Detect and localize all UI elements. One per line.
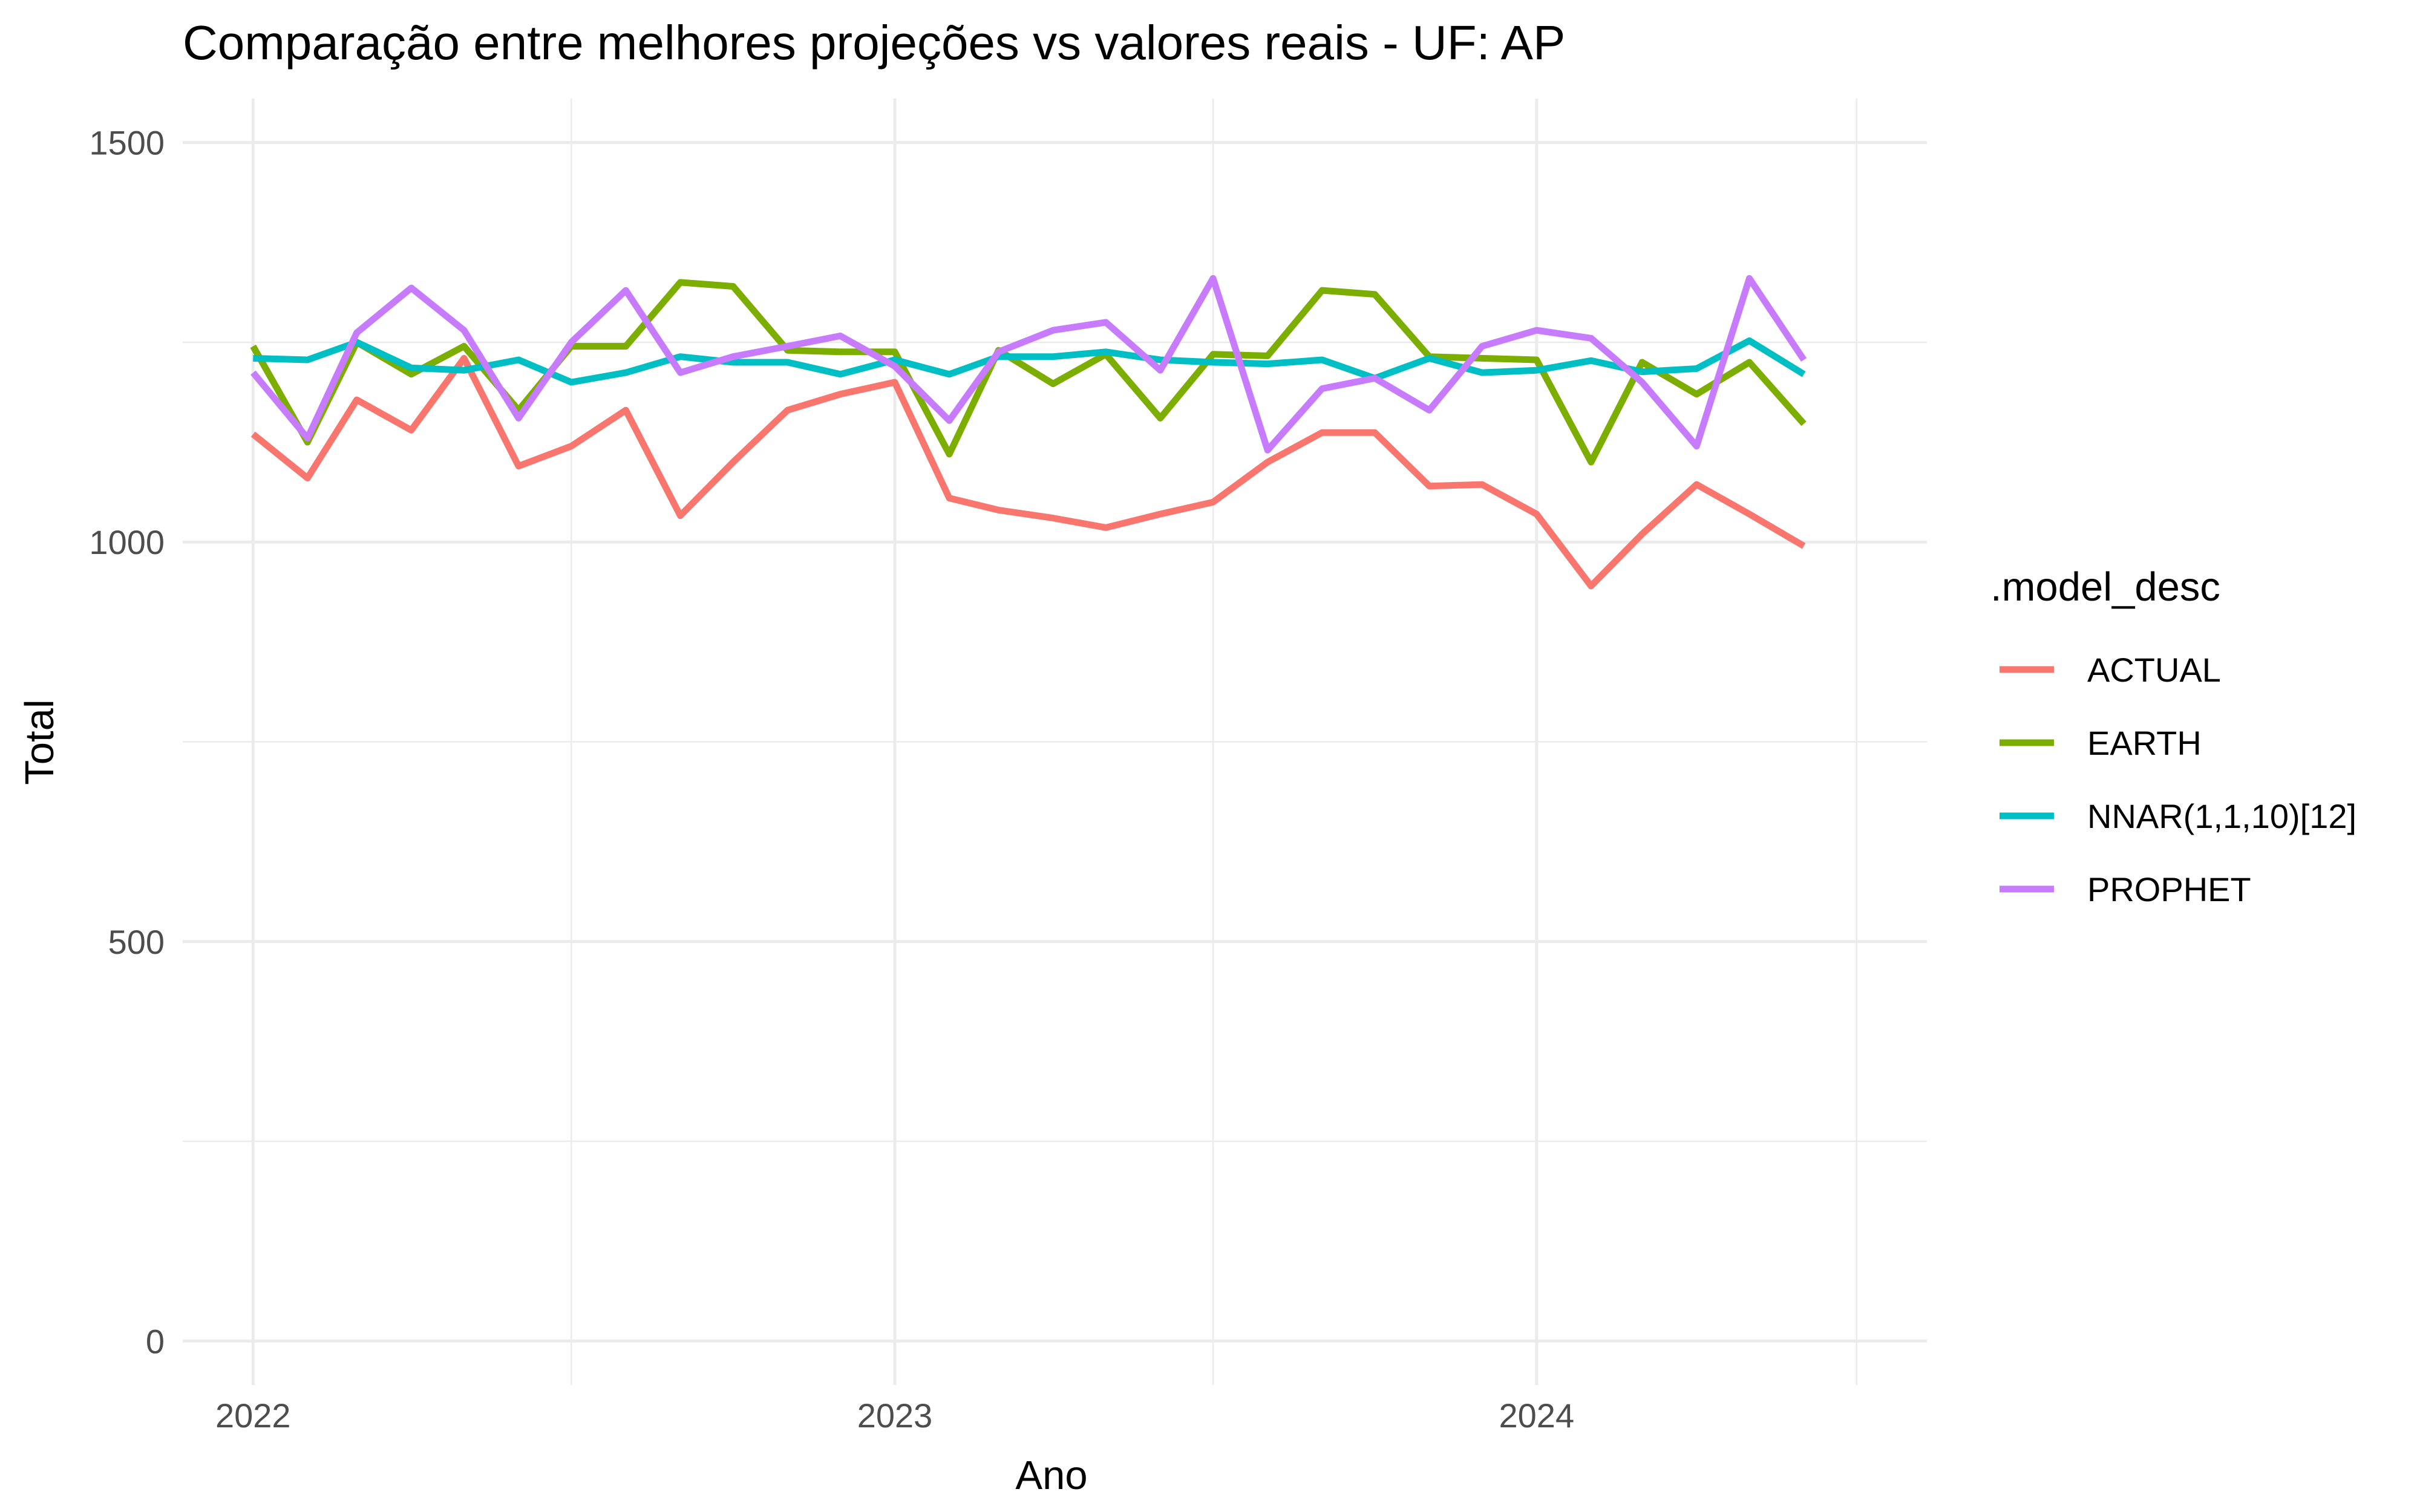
legend-label: PROPHET — [2087, 870, 2251, 908]
series-line-earth — [250, 279, 1807, 466]
series-line-actual — [250, 354, 1806, 590]
x-axis-title: Ano — [1015, 1453, 1087, 1498]
y-tick-label: 1000 — [89, 523, 165, 561]
y-tick-label: 1500 — [89, 124, 165, 162]
x-tick-label: 2023 — [857, 1396, 933, 1435]
axis-tick-labels: 0 500 1000 1500 2022 2023 2024 — [89, 124, 1574, 1435]
x-tick-label: 2024 — [1499, 1396, 1575, 1435]
y-axis-title: Total — [17, 699, 62, 785]
series-line-prophet — [250, 275, 1807, 454]
grid-lines — [183, 99, 1927, 1385]
y-tick-label: 0 — [146, 1322, 165, 1360]
legend-label: ACTUAL — [2087, 651, 2221, 689]
legend-label: EARTH — [2087, 724, 2202, 762]
y-tick-label: 500 — [108, 923, 165, 961]
legend-title: .model_desc — [1990, 564, 2220, 610]
legend-label: NNAR(1,1,10)[12] — [2087, 797, 2356, 835]
x-tick-label: 2022 — [215, 1396, 291, 1435]
chart-title: Comparação entre melhores projeções vs v… — [183, 16, 1565, 70]
legend-items: ACTUAL EARTH NNAR(1,1,10)[12] PROPHET — [2000, 651, 2356, 908]
legend: .model_desc ACTUAL EARTH NNAR(1,1,10)[12] P… — [1990, 564, 2356, 908]
series-lines — [250, 275, 1807, 590]
series-line-nnar-1-1-10-12 — [253, 337, 1806, 386]
